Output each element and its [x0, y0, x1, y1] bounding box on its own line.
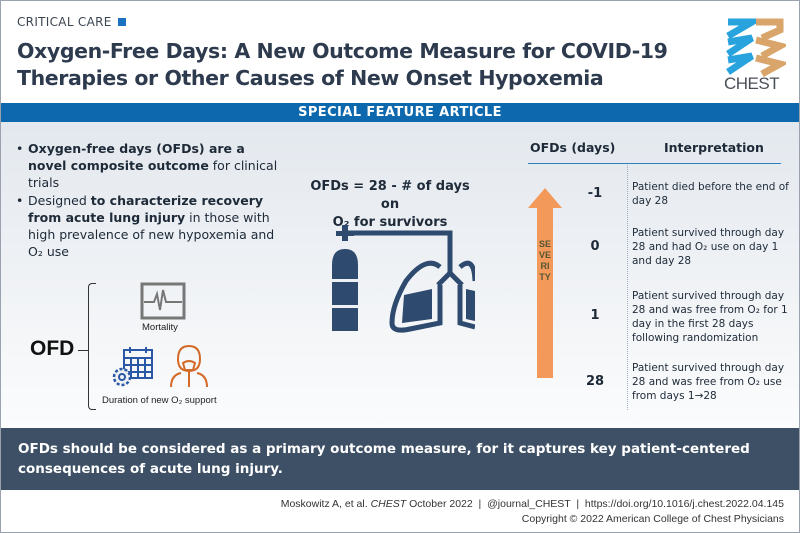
list-item: Designed to characterize recovery from a… — [16, 192, 286, 260]
formula-line-2: O₂ for survivors — [332, 215, 448, 230]
mortality-label: Mortality — [142, 322, 178, 333]
interpretation-text: Patient died before the end of day 28 — [632, 181, 789, 207]
column-divider — [627, 165, 628, 410]
citation: Moskowitz A, et al. CHEST October 2022 |… — [281, 497, 784, 527]
formula-line-1: OFDs = 28 - # of days on — [310, 179, 470, 212]
citation-authors: Moskowitz A, et al. — [280, 498, 371, 510]
column-header-ofds: OFDs (days) — [530, 140, 616, 155]
bullet-bold: to characterize recovery from acute lung… — [28, 193, 264, 225]
kicker-text: CRITICAL CARE — [17, 15, 112, 29]
bullet-text: Designed — [28, 193, 91, 208]
duration-label: Duration of new O₂ support — [102, 395, 217, 406]
calendar-gear-icon — [112, 347, 153, 387]
patient-oxygen-mask-icon — [170, 344, 208, 388]
bullet-text: for clinical trials — [28, 158, 278, 190]
article-type-banner: SPECIAL FEATURE ARTICLE — [0, 103, 800, 122]
interpretation-text: Patient survived through day 28 and was … — [632, 362, 785, 402]
bullet-text: in those with high prevalence of new hyp… — [28, 210, 275, 259]
logo-text: CHEST — [724, 74, 780, 93]
citation-line: Moskowitz A, et al. CHEST October 2022 |… — [281, 497, 784, 512]
key-points-list: Oxygen-free days (OFDs) are a novel comp… — [16, 140, 286, 261]
heart-monitor-icon — [140, 282, 186, 320]
list-item: Oxygen-free days (OFDs) are a novel comp… — [16, 140, 286, 191]
ofd-formula: OFDs = 28 - # of days on O₂ for survivors — [300, 178, 480, 232]
chest-logo-icon — [726, 18, 786, 78]
interpretation-text: Patient survived through day 28 and was … — [632, 290, 788, 344]
page-title: Oxygen-Free Days: A New Outcome Measure … — [17, 38, 668, 92]
citation-journal: CHEST — [370, 498, 407, 510]
severity-label: SEVERITY — [539, 239, 552, 282]
interpretation-text: Patient survived through day 28 and had … — [632, 227, 785, 267]
citation-links[interactable]: October 2022 | @journal_CHEST | https://… — [406, 498, 784, 510]
ofd-value: 1 — [590, 308, 600, 323]
connector-line — [78, 350, 88, 351]
column-header-interpretation: Interpretation — [664, 140, 764, 155]
severity-arrow-icon — [528, 188, 562, 378]
ofd-label: OFD — [30, 337, 75, 360]
section-kicker: CRITICAL CARE — [17, 15, 126, 29]
ofd-value: -1 — [587, 186, 603, 201]
title-line-2: Therapies or Other Causes of New Onset H… — [17, 66, 604, 90]
ofd-value: 0 — [590, 239, 600, 254]
title-line-1: Oxygen-Free Days: A New Outcome Measure … — [17, 39, 668, 63]
bullet-bold: Oxygen-free days (OFDs) are a novel comp… — [28, 141, 245, 173]
oxygen-tank-lungs-icon — [330, 225, 475, 333]
header-divider — [528, 163, 781, 164]
takeaway-band: OFDs should be considered as a primary o… — [0, 428, 800, 490]
brace — [88, 283, 96, 410]
copyright: Copyright © 2022 American College of Che… — [521, 513, 784, 525]
ofd-value: 28 — [585, 374, 605, 389]
square-icon — [117, 18, 126, 26]
